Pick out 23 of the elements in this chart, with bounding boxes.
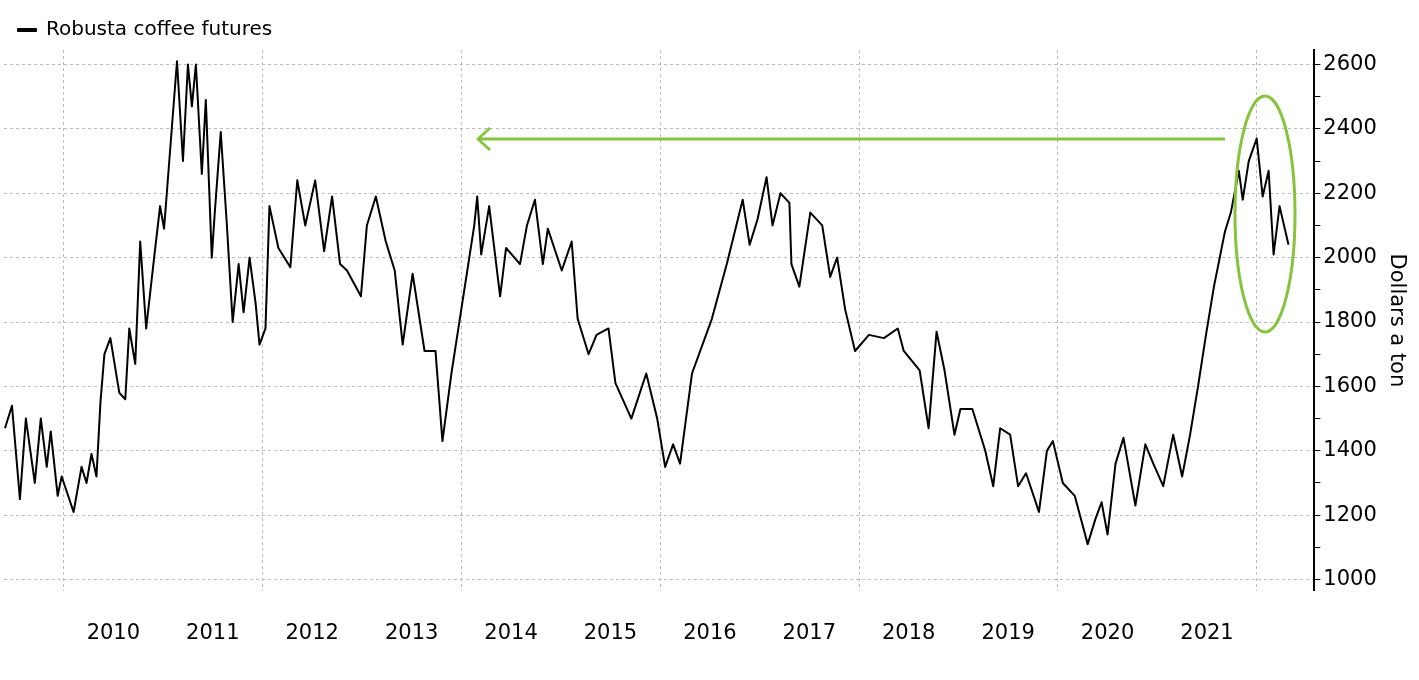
x-tick-label: 2016 <box>683 619 737 644</box>
x-tick-label: 2020 <box>1080 619 1135 644</box>
x-tick-label: 2015 <box>583 619 638 644</box>
x-tick-label: 2014 <box>484 619 538 644</box>
x-tick-label: 2019 <box>981 619 1035 644</box>
x-tick-label: 2011 <box>186 619 240 644</box>
y-tick-label: 1400 <box>1323 437 1377 462</box>
y-tick-label: 1600 <box>1323 372 1377 397</box>
x-tick-label: 2012 <box>285 619 339 644</box>
y-axis-title: Dollars a ton <box>1385 253 1410 388</box>
y-tick-label: 1200 <box>1323 501 1377 526</box>
x-tick-label: 2010 <box>86 619 141 644</box>
y-tick-label: 2400 <box>1323 115 1377 140</box>
x-tick-label: 2018 <box>882 619 936 644</box>
legend-label: Robusta coffee futures <box>46 16 273 41</box>
y-tick-label: 2600 <box>1323 50 1377 75</box>
x-tick-label: 2017 <box>782 619 837 644</box>
y-tick-label: 1000 <box>1323 565 1377 590</box>
x-tick-label: 2013 <box>384 619 439 644</box>
y-tick-label: 1800 <box>1323 308 1377 333</box>
x-tick-label: 2021 <box>1180 619 1234 644</box>
y-tick-label: 2000 <box>1323 244 1377 269</box>
y-tick-label: 2200 <box>1323 179 1377 204</box>
